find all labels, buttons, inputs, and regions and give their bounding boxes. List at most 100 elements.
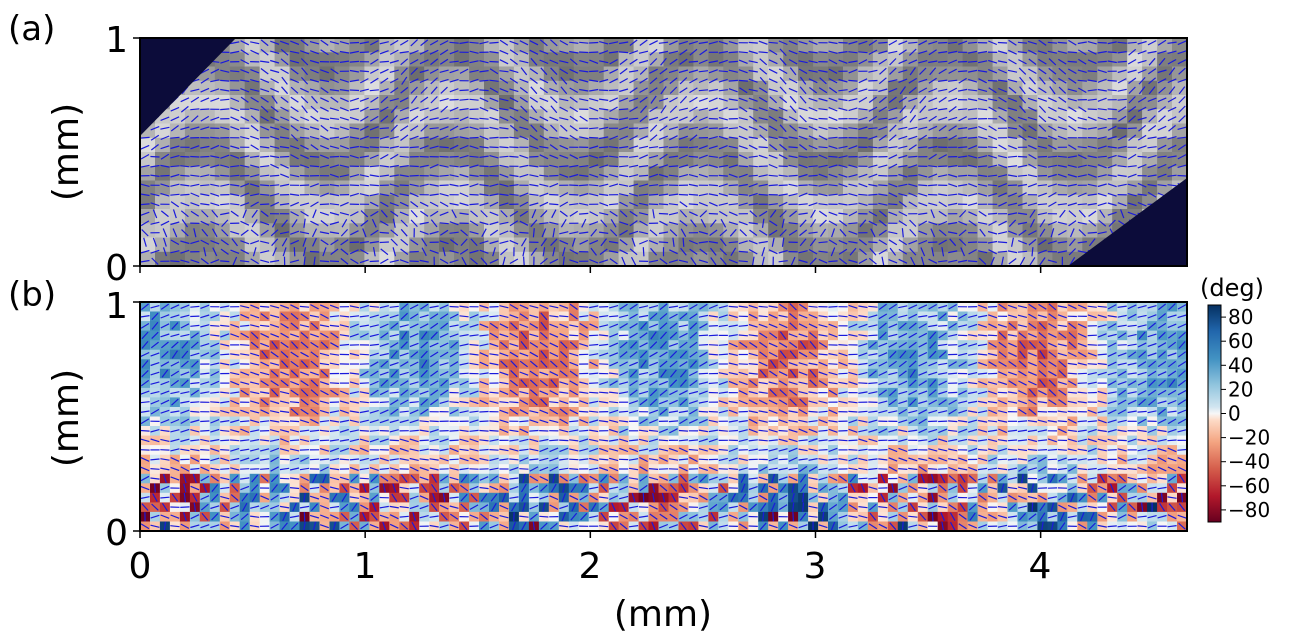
panel-a-director-segment: [888, 146, 898, 149]
panel-a-director-segment: [698, 230, 708, 235]
panel-a-texture-cell: [484, 251, 500, 266]
panel-a-director-segment: [668, 69, 679, 74]
panel-a-director-segment: [170, 193, 180, 196]
panel-a-director-segment: [1077, 154, 1087, 160]
panel-a-director-segment: [679, 58, 688, 65]
panel-a-director-segment: [180, 249, 190, 254]
panel-a-director-segment: [469, 231, 479, 235]
panel-a-director-segment: [1137, 134, 1147, 141]
panel-a-director-segment: [220, 174, 230, 177]
panel-a-director-segment: [550, 238, 558, 247]
panel-a-director-segment: [379, 174, 389, 177]
panel-a-director-segment: [1107, 183, 1117, 188]
panel-a-texture-cell: [1007, 80, 1024, 96]
panel-a-director-segment: [320, 124, 329, 132]
panel-a-director-segment: [379, 146, 389, 149]
panel-a-director-segment: [540, 238, 547, 247]
panel-a-director-segment: [180, 155, 190, 158]
panel-a-texture-cell: [708, 109, 724, 125]
panel-a-director-segment: [858, 40, 868, 45]
panel-a-director-segment: [748, 203, 758, 206]
panel-a-director-segment: [818, 210, 828, 217]
panel-a-director-segment: [1167, 116, 1177, 122]
panel-a-director-segment: [230, 210, 239, 217]
panel-a-director-segment: [329, 89, 340, 92]
panel-a-texture-cell: [1142, 137, 1158, 153]
panel-a-director-segment: [489, 51, 499, 54]
panel-a-director-segment: [682, 237, 685, 247]
panel-a-director-segment: [957, 259, 968, 263]
panel-a-director-segment: [1128, 134, 1137, 141]
panel-a-texture-cell: [199, 223, 216, 239]
panel-a-director-segment: [302, 237, 307, 247]
panel-a-director-segment: [749, 115, 758, 122]
panel-a-director-segment: [319, 79, 330, 83]
panel-a-texture-cell: [678, 38, 695, 53]
panel-a-texture-cell: [484, 209, 500, 224]
panel-a-texture-cell: [304, 194, 321, 210]
panel-a-texture-cell: [469, 66, 485, 82]
panel-a-texture-cell: [992, 237, 1009, 253]
panel-a-director-segment: [140, 259, 150, 263]
panel-a-director-segment: [649, 58, 658, 66]
panel-a-director-segment: [977, 98, 988, 102]
panel-a-director-segment: [728, 173, 738, 178]
panel-a-director-segment: [1067, 192, 1077, 198]
panel-a-director-segment: [360, 78, 369, 84]
panel-a-director-segment: [599, 146, 609, 149]
panel-a-texture-cell: [783, 194, 799, 210]
panel-a-director-segment: [400, 86, 409, 94]
panel-a-texture-cell: [274, 209, 291, 224]
panel-a-director-segment: [629, 78, 638, 84]
panel-a-texture-cell: [140, 194, 156, 210]
panel-a-director-segment: [708, 107, 718, 112]
panel-a-director-segment: [150, 249, 160, 254]
panel-a-texture-cell: [289, 152, 306, 167]
panel-a-director-segment: [1028, 68, 1037, 75]
panel-a-director-segment: [479, 240, 489, 245]
panel-a-director-segment: [449, 60, 459, 63]
panel-a-texture-cell: [259, 52, 276, 68]
panel-a-texture-cell: [663, 52, 680, 68]
panel-a-director-segment: [878, 117, 888, 120]
panel-a-director-segment: [559, 136, 569, 140]
panel-a-director-segment: [1117, 145, 1127, 149]
panel-a-director-segment: [1107, 164, 1117, 169]
panel-a-texture-cell: [304, 223, 321, 239]
panel-a-director-segment: [638, 50, 649, 54]
panel-a-director-segment: [808, 51, 818, 54]
panel-a-director-segment: [1107, 154, 1117, 159]
panel-a-director-segment: [279, 146, 290, 149]
panel-a-director-segment: [500, 210, 508, 218]
panel-a-director-segment: [200, 239, 210, 245]
panel-a-texture-cell: [932, 166, 949, 182]
panel-a-director-segment: [1087, 108, 1097, 111]
panel-a-texture-cell: [857, 109, 874, 125]
panel-a-director-segment: [519, 87, 528, 94]
panel-a-texture-cell: [214, 166, 231, 182]
panel-a-director-segment: [359, 146, 369, 149]
panel-a-texture-cell: [528, 237, 545, 253]
panel-a-director-segment: [410, 239, 419, 246]
panel-a-director-segment: [430, 219, 438, 228]
panel-a-director-segment: [599, 98, 609, 101]
panel-a-director-segment: [1107, 146, 1117, 149]
panel-a-director-segment: [240, 174, 250, 177]
panel-a-director-segment: [469, 220, 479, 227]
panel-a-director-segment: [710, 247, 717, 256]
panel-a-texture-cell: [169, 194, 186, 210]
panel-a-director-segment: [509, 115, 519, 122]
panel-a-texture-cell: [364, 152, 380, 167]
panel-a-texture-cell: [558, 52, 575, 68]
panel-a-texture-cell: [349, 180, 365, 196]
panel-a-director-segment: [688, 239, 698, 245]
panel-a-texture-cell: [947, 152, 964, 167]
panel-a-director-segment: [919, 105, 927, 114]
panel-a-director-segment: [888, 117, 898, 121]
panel-a-director-segment: [898, 183, 908, 187]
panel-a-director-segment: [649, 124, 658, 132]
panel-a-texture-cell: [857, 180, 874, 196]
panel-a-texture-cell: [409, 123, 425, 139]
panel-a-director-segment: [930, 209, 935, 219]
panel-a-texture-cell: [439, 38, 455, 53]
